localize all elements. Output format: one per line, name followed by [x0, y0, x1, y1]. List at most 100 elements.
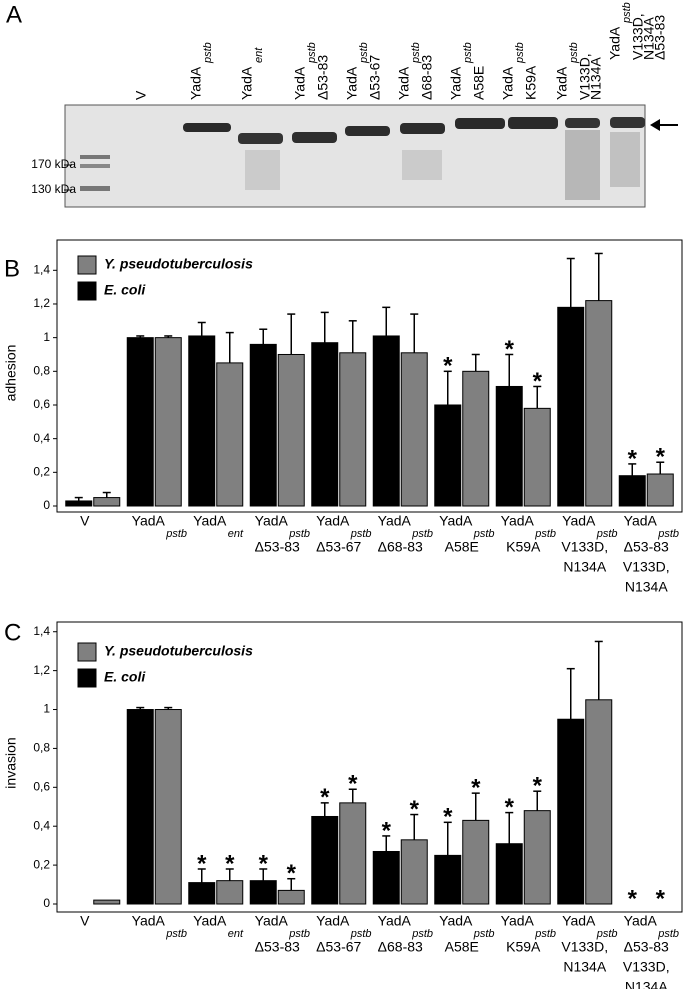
- x-tick-subscript: ent: [228, 928, 244, 940]
- x-tick-label: YadA: [439, 913, 473, 929]
- x-tick-label: YadA: [255, 913, 289, 929]
- x-tick-subscript: pstb: [288, 928, 310, 940]
- significance-asterisk: *: [259, 850, 269, 877]
- significance-asterisk: *: [533, 368, 543, 395]
- bar: [216, 362, 244, 507]
- error-bar: [594, 252, 603, 301]
- bar: [462, 370, 490, 507]
- lane-subscript: pstb: [306, 42, 318, 64]
- bar: [188, 882, 216, 905]
- lane-label-line: V133D,: [630, 13, 646, 60]
- bar: [523, 407, 551, 507]
- error-bar: [164, 335, 173, 338]
- bar: [372, 335, 400, 507]
- legend-swatch: [77, 255, 97, 275]
- significance-asterisk: *: [410, 796, 420, 823]
- error-bar: [533, 385, 542, 409]
- significance-asterisk: *: [443, 804, 453, 831]
- lane-label: V: [133, 90, 149, 100]
- lane-label: YadA: [500, 66, 516, 100]
- x-tick-label: YadA: [501, 513, 535, 529]
- significance-asterisk: *: [656, 444, 666, 471]
- lane-label-line: Δ53-83: [315, 55, 331, 100]
- lane-label-line: A58E: [471, 66, 487, 100]
- error-bar: [164, 706, 173, 710]
- bar: [523, 810, 551, 905]
- significance-asterisk: *: [382, 817, 392, 844]
- error-bar: [225, 331, 234, 363]
- lane-subscript: pstb: [202, 42, 214, 64]
- x-tick-subscript: pstb: [473, 528, 495, 540]
- panel-label: A: [6, 1, 22, 28]
- x-tick-subscript: pstb: [657, 528, 679, 540]
- lane-label: YadA: [188, 66, 204, 100]
- marker-label: 130 kDa: [31, 182, 76, 196]
- error-bar: [410, 813, 419, 840]
- y-axis-label: invasion: [3, 737, 19, 788]
- lane-label-line: K59A: [523, 65, 539, 100]
- bar: [154, 709, 182, 905]
- significance-asterisk: *: [471, 774, 481, 801]
- x-tick-label-line: Δ53-67: [316, 539, 361, 555]
- y-tick-label: 1,4: [33, 262, 50, 276]
- error-bar: [320, 311, 329, 343]
- error-bar: [136, 335, 145, 338]
- error-bar: [197, 868, 206, 883]
- error-bar: [382, 835, 391, 852]
- bar: [277, 353, 305, 507]
- error-bar: [348, 788, 357, 803]
- error-bar: [410, 313, 419, 353]
- legend-label: Y. pseudotuberculosis: [104, 256, 253, 272]
- error-bar: [259, 868, 268, 881]
- lane-subscript: pstb: [358, 42, 370, 64]
- bar: [249, 343, 277, 507]
- error-bar: [533, 790, 542, 811]
- y-tick-label: 0,6: [33, 779, 50, 793]
- x-tick-label: YadA: [624, 513, 658, 529]
- x-tick-label-line: K59A: [506, 539, 541, 555]
- lane-subscript: pstb: [568, 42, 580, 64]
- error-bar: [259, 328, 268, 345]
- x-tick-label-line: Δ68-83: [378, 939, 423, 955]
- significance-asterisk: *: [287, 860, 297, 887]
- x-tick-label-line: A58E: [445, 539, 479, 555]
- panel-label: B: [4, 255, 20, 282]
- x-tick-subscript: pstb: [657, 928, 679, 940]
- lane-subscript: pstb: [410, 42, 422, 64]
- error-bar: [628, 463, 637, 476]
- x-tick-label-line: Δ53-83: [624, 539, 669, 555]
- bar: [93, 497, 121, 507]
- lane-label-line: N134A: [641, 17, 657, 60]
- bar: [557, 306, 585, 507]
- bar: [154, 337, 182, 507]
- bar: [585, 300, 613, 507]
- y-tick-label: 1,2: [33, 296, 50, 310]
- bar: [311, 342, 339, 507]
- lane-label-line: V133D,: [577, 53, 593, 100]
- plot-frame: [56, 239, 683, 513]
- x-tick-subscript: pstb: [350, 528, 372, 540]
- x-tick-label: YadA: [562, 513, 596, 529]
- significance-asterisk: *: [628, 885, 638, 912]
- x-tick-label: YadA: [378, 513, 412, 529]
- bar: [400, 352, 428, 507]
- error-bar: [197, 321, 206, 336]
- panel-label: C: [4, 619, 21, 646]
- bar: [188, 335, 216, 507]
- blot-image: [64, 104, 678, 208]
- x-tick-label: YadA: [193, 913, 227, 929]
- x-tick-label: V: [80, 513, 90, 529]
- lane-label: YadA: [554, 66, 570, 100]
- significance-asterisk: *: [505, 336, 515, 363]
- lane-subscript: pstb: [514, 42, 526, 64]
- error-bar: [443, 821, 452, 856]
- bar: [65, 500, 93, 507]
- lane-label: YadA: [292, 66, 308, 100]
- bar: [216, 880, 244, 905]
- x-tick-label: YadA: [255, 513, 289, 529]
- x-tick-label-line: K59A: [506, 939, 541, 955]
- lane-label-line: Δ53-67: [367, 55, 383, 100]
- legend-label: E. coli: [104, 282, 146, 298]
- legend-swatch: [77, 642, 97, 662]
- bar: [400, 839, 428, 905]
